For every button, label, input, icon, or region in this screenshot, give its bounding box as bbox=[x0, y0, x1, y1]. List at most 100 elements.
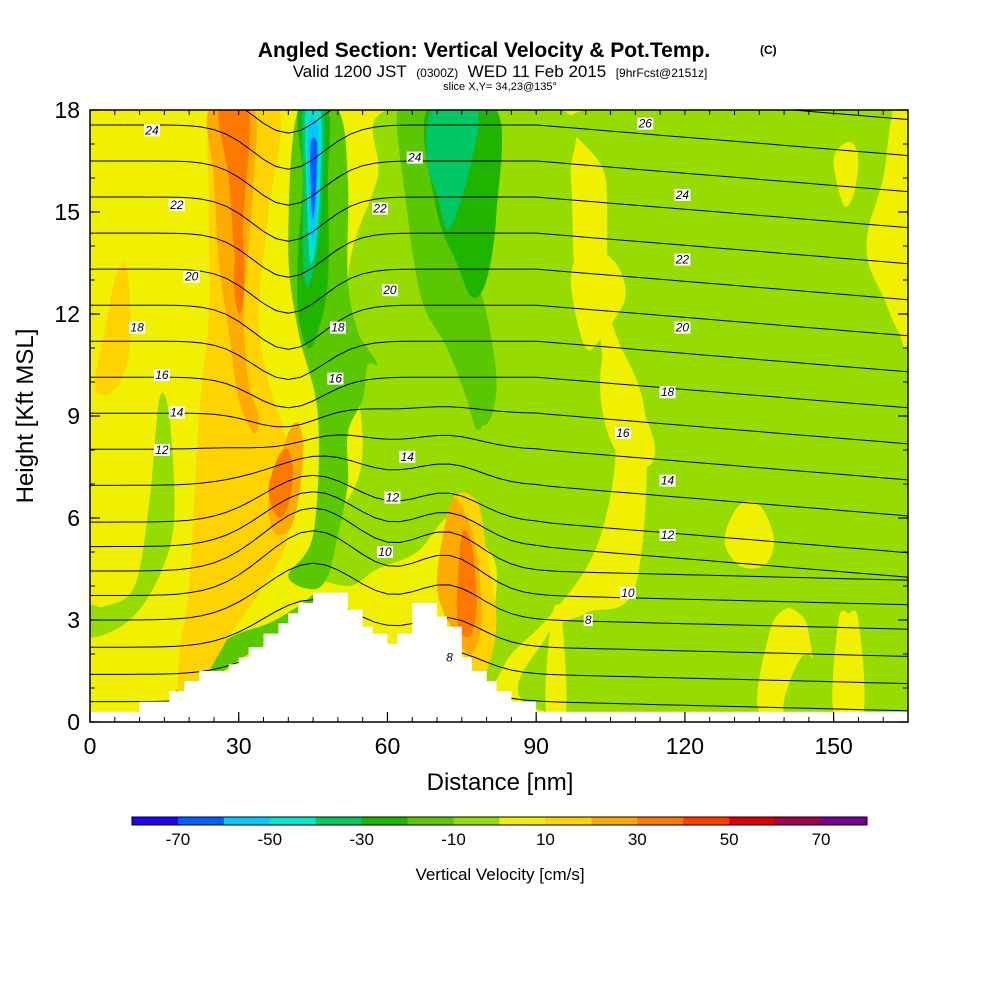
contour-label-box bbox=[659, 529, 676, 541]
contour-label: 24 bbox=[407, 151, 422, 165]
contour-labels: 24 22 20 18 16 14 12 22 24 20 18 16 14 12 10 8 26 24 22 20 1… bbox=[129, 117, 691, 664]
colorbar-swatch bbox=[821, 817, 868, 825]
contour-label: 12 bbox=[661, 528, 675, 542]
pot-temp-contour bbox=[90, 124, 908, 170]
colorbar-tick-label: -50 bbox=[258, 830, 283, 849]
contour-label: 16 bbox=[616, 426, 630, 440]
colorbar-swatch bbox=[775, 817, 822, 825]
contour-label: 14 bbox=[661, 474, 675, 488]
contour-label: 22 bbox=[675, 253, 690, 267]
velocity-region bbox=[90, 392, 175, 638]
contour-label: 14 bbox=[170, 406, 184, 420]
valid-date: WED 11 Feb 2015 bbox=[468, 62, 607, 81]
colorbar-swatch bbox=[729, 817, 776, 825]
pot-temp-contour bbox=[90, 491, 908, 578]
contour-label-box bbox=[614, 427, 631, 439]
colorbar-tick-label: 70 bbox=[812, 830, 831, 849]
velocity-region bbox=[233, 227, 245, 315]
contour-label: 22 bbox=[169, 198, 184, 212]
valid-prefix: Valid 1200 JST bbox=[293, 62, 407, 81]
velocity-region bbox=[626, 110, 809, 349]
pot-temp-contour bbox=[90, 530, 908, 606]
contour-label-box bbox=[619, 586, 636, 599]
valid-utc: (0300Z) bbox=[416, 66, 458, 80]
terrain-mask bbox=[90, 592, 908, 722]
velocity-region bbox=[456, 530, 477, 638]
colorbar-tick-label: -10 bbox=[441, 830, 466, 849]
x-axis-label: Distance [nm] bbox=[427, 769, 574, 796]
pot-temp-contour bbox=[90, 160, 908, 206]
velocity-region bbox=[783, 654, 825, 719]
colorbar-tick-label: -30 bbox=[349, 830, 374, 849]
y-axis: 0 3 6 9 12 15 18 bbox=[54, 97, 908, 735]
velocity-region bbox=[460, 314, 497, 426]
pot-temp-contour bbox=[90, 474, 908, 554]
colorbar-label: Vertical Velocity [cm/s] bbox=[415, 865, 584, 884]
pot-temp-contour bbox=[90, 434, 908, 481]
pot-temp-contour bbox=[90, 376, 908, 409]
contour-label-box bbox=[583, 614, 593, 626]
contour-label: 20 bbox=[675, 321, 690, 335]
velocity-region bbox=[570, 245, 626, 351]
colorbar-swatch bbox=[132, 817, 179, 825]
x-tick-label: 90 bbox=[523, 733, 549, 759]
colorbar-swatch bbox=[499, 817, 546, 825]
contour-label-box bbox=[372, 202, 389, 215]
colorbar-swatch bbox=[407, 817, 455, 825]
colorbar-swatch bbox=[683, 817, 730, 825]
velocity-region bbox=[206, 110, 259, 434]
contour-label-box bbox=[153, 444, 170, 456]
contour-label: 26 bbox=[638, 117, 653, 131]
contour-label: 18 bbox=[130, 321, 144, 335]
colorbar-swatch bbox=[315, 817, 363, 825]
contour-label-box bbox=[381, 284, 398, 297]
pot-temp-contours bbox=[90, 0, 908, 712]
pot-temp-contour bbox=[90, 196, 908, 242]
colorbar-frame bbox=[131, 816, 868, 826]
contour-label: 16 bbox=[155, 368, 169, 382]
colorbar-swatch bbox=[177, 817, 225, 825]
pot-temp-contour bbox=[90, 232, 908, 278]
title-unit: (C) bbox=[760, 43, 777, 57]
contour-label-box bbox=[327, 372, 344, 385]
pot-temp-contour bbox=[90, 304, 908, 350]
y-tick-label: 18 bbox=[54, 97, 80, 123]
y-tick-label: 0 bbox=[67, 709, 80, 735]
x-tick-label: 0 bbox=[84, 733, 97, 759]
valid-time: Valid 1200 JST (0300Z) WED 11 Feb 2015 [… bbox=[293, 62, 708, 81]
contour-label: 18 bbox=[661, 385, 675, 399]
colorbar-tick-label: 10 bbox=[536, 830, 555, 849]
contour-label-box bbox=[406, 151, 423, 164]
velocity-region bbox=[832, 610, 865, 722]
velocity-region bbox=[177, 110, 292, 713]
pot-temp-contour bbox=[90, 562, 908, 630]
x-tick-label: 150 bbox=[814, 733, 852, 759]
colorbar-swatch bbox=[269, 817, 317, 825]
contour-label-box bbox=[329, 321, 346, 334]
contour-label-box bbox=[168, 199, 185, 212]
colorbar-swatch bbox=[361, 817, 409, 825]
velocity-region bbox=[426, 110, 480, 230]
pot-temp-contour bbox=[90, 507, 908, 581]
x-tick-label: 30 bbox=[226, 733, 252, 759]
contour-label-box bbox=[183, 270, 200, 283]
contour-label: 14 bbox=[401, 450, 415, 464]
velocity-region bbox=[833, 141, 859, 208]
y-tick-label: 9 bbox=[67, 403, 80, 429]
contour-label-box bbox=[444, 651, 454, 664]
colorbar: -70 -50 -30 -10 10 30 50 70 bbox=[131, 816, 868, 849]
velocity-region bbox=[600, 347, 656, 467]
contour-label: 8 bbox=[446, 650, 453, 664]
contour-label-box bbox=[143, 124, 160, 137]
velocity-region bbox=[545, 604, 567, 722]
contour-label: 12 bbox=[386, 491, 400, 505]
pot-temp-contour bbox=[90, 0, 908, 25]
contour-label-box bbox=[674, 189, 691, 201]
contour-label: 24 bbox=[144, 123, 159, 137]
y-tick-label: 3 bbox=[67, 607, 80, 633]
contour-label: 18 bbox=[331, 321, 345, 335]
plot-area: 24 22 20 18 16 14 12 22 24 20 18 16 14 12 10 8 26 24 22 20 1… bbox=[90, 0, 908, 722]
contour-label: 20 bbox=[382, 283, 397, 297]
contour-label: 8 bbox=[585, 613, 592, 627]
slice-info: slice X,Y= 34,23@135° bbox=[443, 81, 557, 93]
